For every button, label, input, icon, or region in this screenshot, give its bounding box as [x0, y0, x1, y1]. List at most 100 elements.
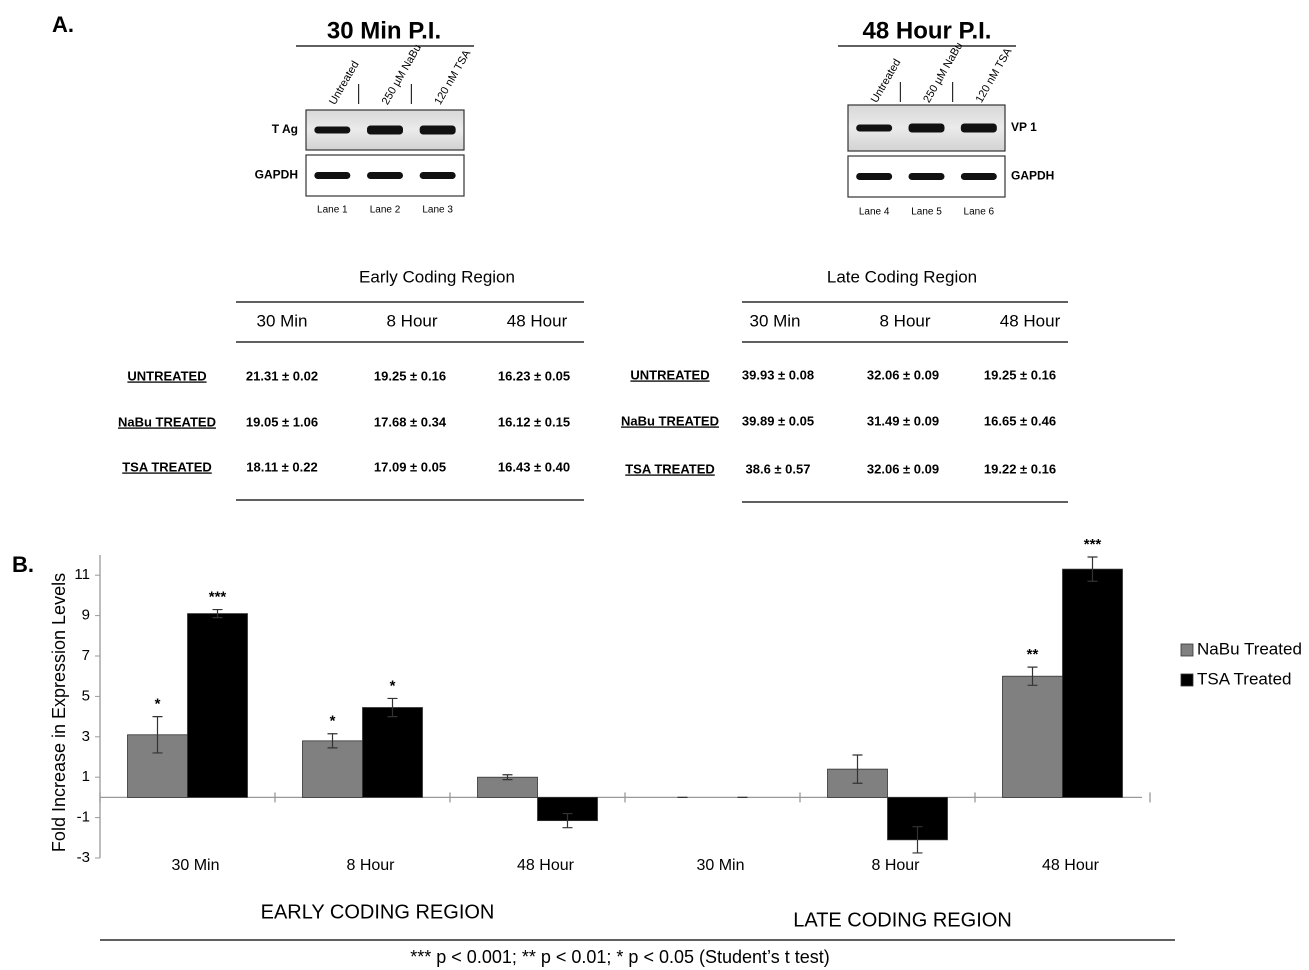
group-label: EARLY CODING REGION [261, 901, 495, 923]
band [314, 126, 351, 134]
table-cell: 16.65 ± 0.46 [984, 413, 1056, 428]
bar [187, 613, 248, 798]
table-cell: 19.25 ± 0.16 [374, 368, 446, 383]
lane-header: 250 µM NaBu [380, 43, 424, 107]
column-header: 8 Hour [879, 311, 930, 330]
column-header: 48 Hour [1000, 311, 1061, 330]
y-tick-label: 7 [82, 647, 90, 664]
row-label: TSA TREATED [625, 461, 715, 476]
significance: ** [1027, 646, 1039, 663]
band [419, 125, 456, 135]
table-cell: 39.89 ± 0.05 [742, 413, 814, 428]
table-title: Late Coding Region [827, 267, 977, 286]
x-tick-label: 8 Hour [346, 857, 395, 874]
band [908, 123, 945, 133]
error-bar [152, 716, 163, 754]
lane-header: 120 nM TSA [974, 46, 1015, 105]
table-cell: 16.12 ± 0.15 [498, 414, 570, 429]
lane-label: Lane 2 [370, 205, 401, 216]
footnote: *** p < 0.001; ** p < 0.01; * p < 0.05 (… [410, 947, 829, 967]
table-cell: 19.05 ± 1.06 [246, 414, 318, 429]
error-bar [912, 826, 923, 854]
band [419, 172, 456, 179]
lane-label: Lane 4 [859, 207, 890, 218]
significance: *** [1084, 536, 1102, 553]
lane-header: Untreated [869, 57, 904, 105]
x-tick-label: 30 Min [171, 857, 219, 874]
table-cell: 32.06 ± 0.09 [867, 461, 939, 476]
legend-swatch [1180, 673, 1194, 687]
column-header: 48 Hour [507, 311, 568, 330]
panel-label: A. [52, 12, 74, 37]
column-header: 30 Min [256, 311, 307, 330]
table-cell: 16.43 ± 0.40 [498, 459, 570, 474]
panel-label: B. [12, 552, 34, 577]
error-bar [852, 754, 863, 784]
band [314, 172, 351, 179]
legend-label: NaBu Treated [1197, 639, 1302, 658]
error-bar [502, 774, 513, 781]
table-cell: 21.31 ± 0.02 [246, 368, 318, 383]
legend-swatch [1180, 643, 1194, 657]
error-bar [562, 812, 573, 829]
lane-header: Untreated [327, 59, 362, 107]
error-bar [212, 608, 223, 619]
significance: * [155, 696, 161, 713]
row-label: UNTREATED [127, 368, 206, 383]
table-cell: 32.06 ± 0.09 [867, 367, 939, 382]
table-cell: 38.6 ± 0.57 [746, 461, 811, 476]
x-tick-label: 48 Hour [517, 857, 575, 874]
bar [362, 707, 423, 798]
x-tick-label: 30 Min [696, 857, 744, 874]
band [367, 125, 403, 135]
error-bar [387, 697, 398, 718]
table-cell: 31.49 ± 0.09 [867, 413, 939, 428]
group-label: LATE CODING REGION [793, 909, 1012, 931]
column-header: 8 Hour [386, 311, 437, 330]
table-cell: 17.68 ± 0.34 [374, 414, 447, 429]
significance: * [330, 713, 336, 730]
y-tick-label: 1 [82, 768, 90, 785]
y-tick-label: 11 [74, 566, 90, 583]
lane-label: Lane 3 [422, 205, 453, 216]
lane-label: Lane 1 [317, 205, 348, 216]
bar [477, 776, 538, 798]
blot-row-label: VP 1 [1011, 120, 1037, 134]
band [908, 173, 945, 180]
y-tick-label: -3 [77, 849, 90, 866]
row-label: TSA TREATED [122, 459, 212, 474]
y-axis-label: Fold Increase in Expression Levels [49, 573, 69, 852]
error-bar [1027, 666, 1038, 686]
lane-label: Lane 5 [911, 207, 942, 218]
y-tick-label: 5 [82, 687, 90, 704]
row-label: NaBu TREATED [118, 414, 216, 429]
blot-row-label: GAPDH [1011, 169, 1054, 183]
blot-row-label: GAPDH [255, 168, 298, 182]
band [960, 173, 997, 180]
lane-header: 120 nM TSA [432, 48, 473, 107]
x-tick-label: 48 Hour [1042, 857, 1100, 874]
table-cell: 19.22 ± 0.16 [984, 461, 1056, 476]
blot-row-label: T Ag [272, 122, 298, 136]
band [856, 173, 893, 180]
y-tick-label: 9 [82, 607, 90, 624]
band [856, 124, 893, 132]
column-header: 30 Min [749, 311, 800, 330]
blot-title: 48 Hour P.I. [863, 17, 992, 44]
bar [302, 740, 363, 798]
legend-label: TSA Treated [1197, 669, 1292, 688]
lane-label: Lane 6 [964, 207, 995, 218]
table-cell: 19.25 ± 0.16 [984, 367, 1056, 382]
blot-title: 30 Min P.I. [327, 17, 441, 44]
band [960, 123, 997, 133]
band [367, 172, 403, 179]
table-title: Early Coding Region [359, 267, 515, 286]
significance: * [390, 677, 396, 694]
bar [1002, 675, 1063, 798]
bar [1062, 568, 1123, 798]
table-cell: 39.93 ± 0.08 [742, 367, 814, 382]
row-label: UNTREATED [630, 367, 709, 382]
table-cell: 16.23 ± 0.05 [498, 368, 570, 383]
lane-header: 250 µM NaBu [921, 41, 965, 105]
